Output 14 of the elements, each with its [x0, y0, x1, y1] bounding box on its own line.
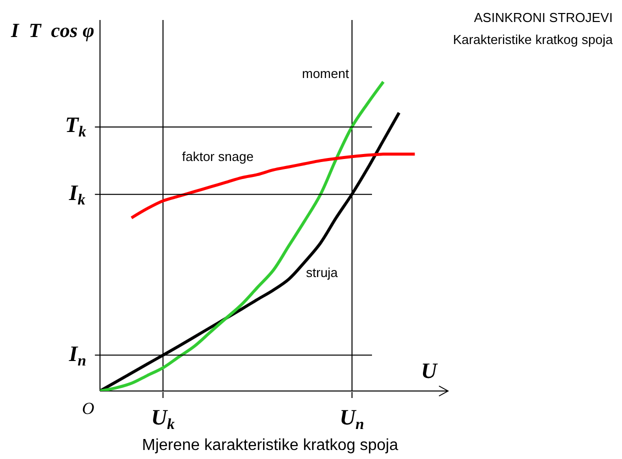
text: ASINKRONI STROJEVI	[474, 10, 613, 25]
x-tick-label: U$_{k}$	[151, 404, 176, 434]
ref-line-label: I$_{n}$	[68, 341, 86, 370]
series-label: faktor snage	[182, 149, 254, 164]
ref-line-label: T$_{k}$	[65, 112, 86, 141]
y-axis-title: I T cos φ	[10, 20, 94, 42]
text: O	[82, 399, 94, 418]
text: moment	[302, 66, 350, 81]
x-axis-title: U	[421, 358, 438, 383]
ref-line-label: I$_{k}$	[68, 180, 86, 209]
text: Karakteristike kratkog spoja	[453, 32, 614, 47]
series-label: struja	[306, 265, 339, 280]
x-tick-label: U$_{n}$	[340, 404, 364, 434]
text: Mjerene karakteristike kratkog spoja	[142, 437, 398, 454]
